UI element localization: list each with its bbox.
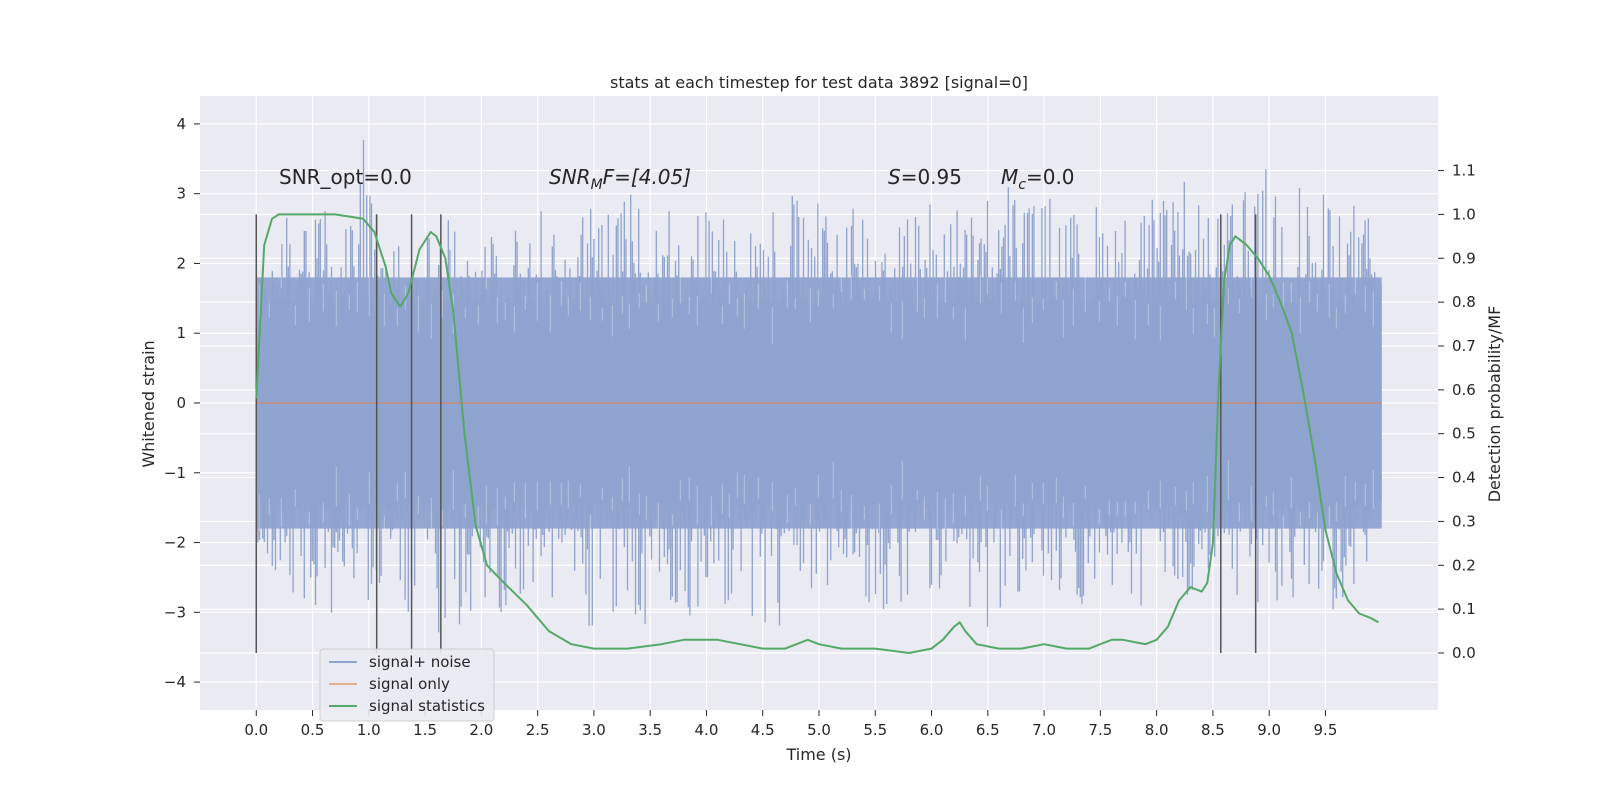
y-tick-label: 4 [176,115,186,133]
y-tick-label: 0 [176,394,186,412]
y2-tick-label: 1.0 [1452,205,1476,223]
x-tick-label: 6.5 [976,721,1000,739]
y2-tick-label: 0.7 [1452,337,1476,355]
y-tick-label: 1 [176,324,186,342]
x-axis-ticks: 0.0 0.5 1.0 1.5 2.0 2.5 3.0 3.5 4.0 4.5 5.0 5.5 6.0 6… [244,710,1337,739]
y-axis-ticks: −4 −3 −2 −1 0 1 2 3 4 [164,115,200,691]
x-tick-label: 4.0 [695,721,719,739]
annotation-mc-value: =0.0 [1026,165,1075,189]
x-tick-label: 1.5 [413,721,437,739]
annotation-snr-opt: SNR_opt=0.0 [279,165,412,189]
legend: signal+ noise signal only signal statist… [319,648,495,722]
annotation-mc: Mc=0.0 [1001,165,1075,193]
chart-title: stats at each timestep for test data 389… [610,73,1028,92]
y2-tick-label: 0.8 [1452,293,1476,311]
legend-label-signal-only: signal only [369,675,450,693]
x-tick-label: 0.5 [301,721,325,739]
y2-tick-label: 0.1 [1452,600,1476,618]
x-tick-label: 9.0 [1257,721,1281,739]
x-tick-label: 5.5 [863,721,887,739]
x-tick-label: 7.5 [1088,721,1112,739]
annotation-mc-sub: c [1018,177,1026,193]
y-tick-label: −1 [164,464,186,482]
x-tick-label: 1.0 [357,721,381,739]
annotation-snr-mf-sub: M [591,177,603,193]
x-tick-label: 9.5 [1314,721,1338,739]
x-tick-label: 5.0 [807,721,831,739]
annotation-s-label: S [888,165,901,189]
x-tick-label: 3.0 [582,721,606,739]
x-tick-label: 0.0 [244,721,268,739]
x-tick-label: 7.0 [1032,721,1056,739]
y-tick-label: 2 [176,254,186,272]
y-tick-label: 3 [176,185,186,203]
x-tick-label: 2.0 [469,721,493,739]
annotation-snr-mf-base: SNR [549,165,591,189]
x-tick-label: 2.5 [526,721,550,739]
y-tick-label: −4 [164,673,186,691]
legend-box [319,648,495,722]
y2-tick-label: 0.4 [1452,469,1476,487]
signal-statistics-series [255,213,1379,654]
x-tick-label: 4.5 [751,721,775,739]
vertical-marker-lines [255,214,1257,653]
x-tick-label: 8.5 [1201,721,1225,739]
y2-tick-label: 0.5 [1452,425,1476,443]
noise-stripes [258,271,1374,535]
annotation-snr-mf-rest: F=[4.05] [603,165,691,189]
y-tick-label: −2 [164,534,186,552]
annotation-snr-mf: SNRMF=[4.05] [549,165,691,193]
x-tick-label: 8.0 [1145,721,1169,739]
annotation-s: S=0.95 [888,165,962,189]
y2-axis-label: Detection probability/MF [1485,306,1504,503]
x-tick-label: 3.5 [638,721,662,739]
annotation-s-value: =0.95 [901,165,962,189]
annotation-mc-base: M [1001,165,1018,189]
y2-tick-label: 0.3 [1452,512,1476,530]
y2-tick-label: 0.2 [1452,556,1476,574]
x-axis-label: Time (s) [785,745,851,764]
y2-tick-label: 0.6 [1452,381,1476,399]
y-tick-label: −3 [164,603,186,621]
legend-label-signal-statistics: signal statistics [369,697,485,715]
legend-label-signal-plus-noise: signal+ noise [369,653,471,671]
x-tick-label: 6.0 [920,721,944,739]
y2-tick-label: 0.9 [1452,249,1476,267]
signal-statistics-line [255,213,1379,654]
y2-axis-ticks: 0.0 0.1 0.2 0.3 0.4 0.5 0.6 0.7 0.8 0.9 1.0 1.1 [1438,162,1476,662]
y2-tick-label: 1.1 [1452,162,1476,180]
y2-tick-label: 0.0 [1452,644,1476,662]
y-axis-label: Whitened strain [139,340,158,467]
